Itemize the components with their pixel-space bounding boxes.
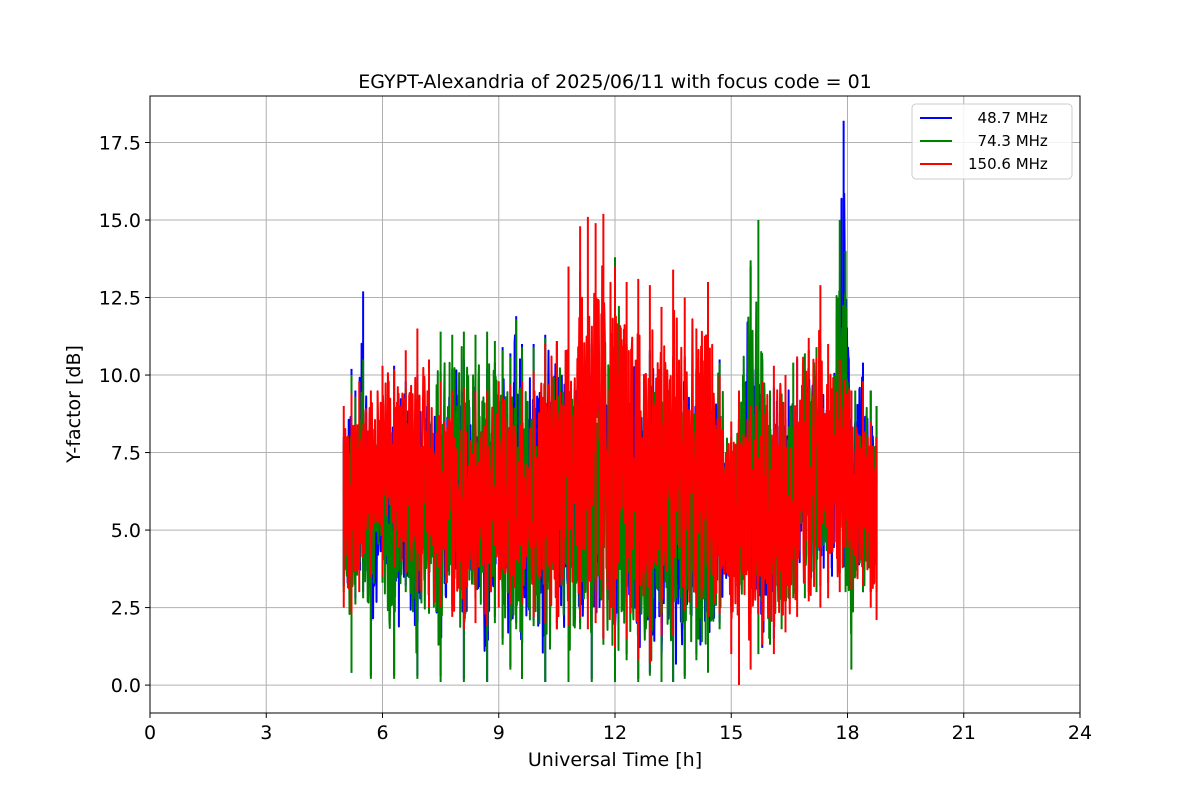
y-tick-label: 2.5 [111,598,141,620]
y-tick-label: 10.0 [99,365,141,387]
y-axis: 0.0 2.5 5.0 7.5 10.0 12.5 15.0 17.5 [99,133,150,697]
series-layer [342,120,878,686]
x-tick-label: 18 [835,722,859,744]
x-axis: 0 3 6 9 12 15 18 21 24 [144,713,1092,744]
x-tick-label: 24 [1068,722,1092,744]
x-tick-label: 15 [719,722,743,744]
y-axis-label: Y-factor [dB] [63,345,85,464]
x-tick-label: 3 [260,722,272,744]
y-tick-label: 0.0 [111,675,141,697]
legend-label: 74.3 MHz [968,132,1048,150]
y-tick-label: 7.5 [111,443,141,465]
x-tick-label: 12 [603,722,627,744]
y-tick-label: 12.5 [99,288,141,310]
x-tick-label: 9 [493,722,505,744]
x-tick-label: 6 [376,722,388,744]
series-2-line [342,265,878,649]
x-tick-label: 21 [952,722,976,744]
x-tick-label: 0 [144,722,156,744]
y-tick-label: 5.0 [111,520,141,542]
legend-label: 48.7 MHz [968,109,1048,127]
y-tick-label: 17.5 [99,133,141,155]
x-axis-label: Universal Time [h] [528,749,702,771]
legend-label: 150.6 MHz [968,155,1048,173]
chart-title: EGYPT-Alexandria of 2025/06/11 with focu… [358,71,872,93]
legend-box [911,103,1073,180]
legend: 48.7 MHz 74.3 MHz 150.6 MHz [911,103,1073,180]
y-tick-label: 15.0 [99,210,141,232]
